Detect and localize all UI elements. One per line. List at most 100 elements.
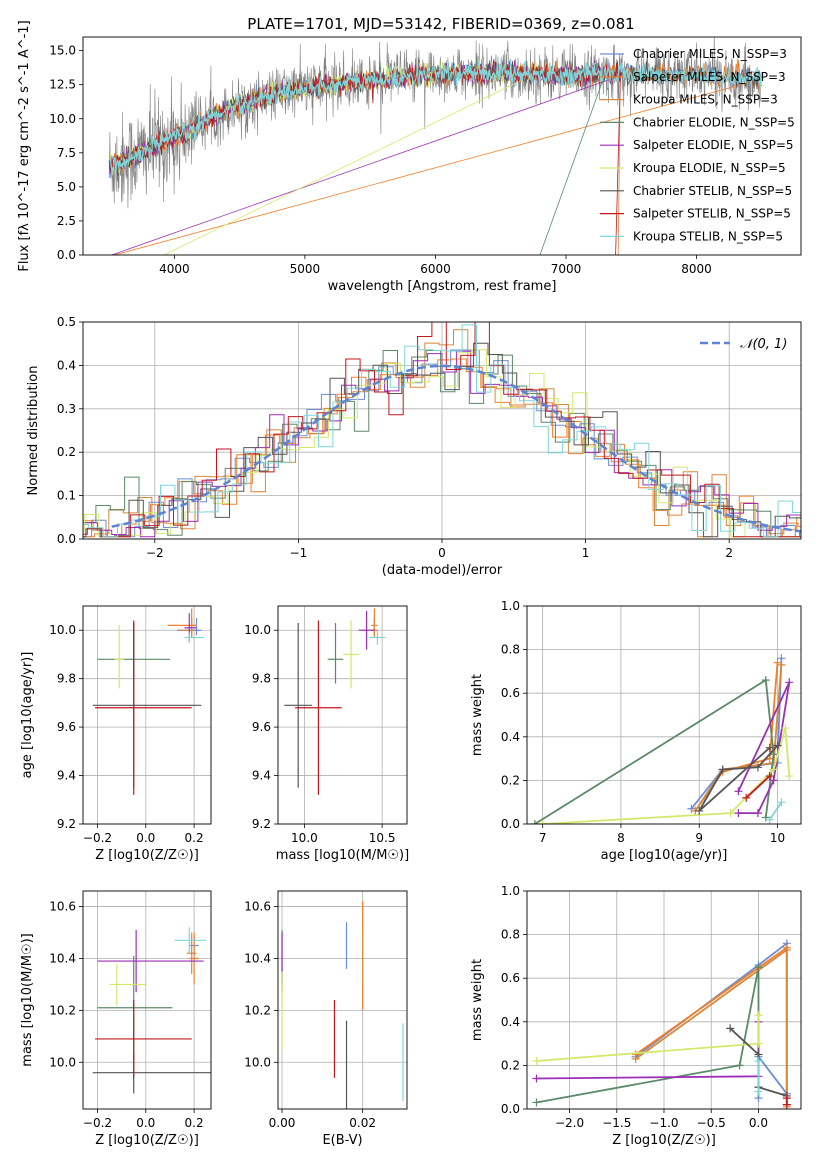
mass-weight-marker [538,820,547,824]
x-tick-label: −1.0 [649,1116,678,1130]
errorbars [284,608,386,795]
y-axis-label: Flux [fλ 10^-17 erg cm^-2 s^-1 A^-1] [17,20,32,271]
x-tick-label: −0.2 [83,1116,112,1130]
y-tick-label: 0.0 [501,817,520,831]
mass-weight-marker [769,776,778,785]
errorbars [281,901,404,1109]
y-tick-label: 9.4 [57,769,76,783]
axes-frame [82,321,802,540]
mass-weight-line [534,678,775,824]
y-tick-label: 0.2 [501,1058,520,1072]
x-tick-label: 0 [438,546,446,560]
residual-histogram [83,349,801,538]
axes-frame [82,605,212,825]
x-tick-label: 0.2 [185,831,204,845]
axes-frame [82,890,212,1110]
x-tick-label: 6000 [420,262,451,276]
mass-weight-marker [530,820,539,824]
legend-label: Kroupa ELODIE, N_SSP=5 [633,161,786,175]
mass-vs-EBV-panel: 0.00 0.02 10.0 10.2 10.4 10.6 E(B-V) [244,890,408,1148]
spectrum-panel: 4000 5000 6000 7000 8000 0.0 2.5 5.0 7.5 10.0 12.5… [17,20,802,294]
y-tick-label: 10.0 [49,1055,76,1069]
legend-label: 𝒩(0, 1) [740,337,787,352]
y-axis-label: mass [log10(M/M☉)] [20,933,35,1066]
errorbars [92,927,211,1094]
y-tick-label: 5.0 [57,180,76,194]
residual-histograms [83,322,801,538]
y-tick-label: 10.2 [49,1003,76,1017]
y-tick-label: 9.6 [57,720,76,734]
x-tick-label: −0.5 [697,1116,726,1130]
mass-weight-marker [777,660,786,669]
y-tick-label: 10.4 [49,951,76,965]
y-tick-label: 0.3 [57,402,76,416]
y-tick-label: 0.1 [57,489,76,503]
y-tick-label: 0.6 [501,971,520,985]
y-tick-label: 10.4 [244,951,271,965]
x-axis-label: wavelength [Angstrom, rest frame] [328,279,557,294]
mass-weight-marker [735,1061,744,1070]
y-tick-label: 9.8 [252,672,271,686]
mass-weight-marker [765,815,774,824]
y-tick-label: 0.2 [57,445,76,459]
x-tick-label: 0.00 [269,1116,296,1130]
y-tick-label: 2.5 [57,214,76,228]
mass-weight-marker [753,763,762,772]
y-tick-label: 10.2 [244,1003,271,1017]
residual-histogram [83,322,801,538]
legend-label: Kroupa STELIB, N_SSP=5 [633,229,783,243]
legend-label: Salpeter MILES, N_SSP=3 [633,70,786,84]
x-axis-label: age [log10(age/yr)] [601,848,728,863]
massweight-vs-age-panel: 7 8 9 10 0.0 0.2 0.4 0.6 0.8 1.0 age [log10(age/yr… [470,599,802,863]
axes-frame [277,605,408,825]
mass-weight-marker [754,1057,763,1066]
legend-label: Salpeter ELODIE, N_SSP=5 [633,138,794,152]
x-tick-label: 0.0 [749,1116,768,1130]
x-tick-label: 0.0 [136,831,155,845]
x-tick-label: 10.5 [369,831,396,845]
mass-weight-line [690,658,783,810]
y-axis-label: mass weight [470,674,485,756]
y-axis-label: mass weight [470,959,485,1041]
y-tick-label: 0.4 [57,358,76,372]
x-tick-label: −1 [290,546,308,560]
y-tick-label: 1.0 [501,884,520,898]
massweight-vs-Z-panel: −2.0 −1.5 −1.0 −0.5 0.0 0.0 0.2 0.4 0.6 0.8 1.0 Z [… [470,884,802,1148]
mass-weight-marker [782,945,791,954]
legend-label: Chabrier MILES, N_SSP=3 [633,47,787,61]
x-axis-label: mass [log10(M/M☉)] [276,848,409,863]
mass-weight-marker [631,1054,640,1063]
x-axis-label: Z [log10(Z/Z☉)] [95,848,199,863]
y-tick-label: 9.4 [252,769,271,783]
residual-histogram [83,342,801,538]
mass-weight-marker [754,1039,763,1048]
spectrum-traces [108,37,762,255]
spectrum-model-line [109,59,762,255]
legend-label: Chabrier STELIB, N_SSP=5 [633,184,792,198]
spectrum-legend: Chabrier MILES, N_SSP=3 Salpeter MILES, N… [600,47,795,243]
x-axis-label: Z [log10(Z/Z☉)] [612,1133,716,1148]
mass-weight-marker [726,1024,735,1033]
mass-weight-marker [754,963,763,972]
x-axis-label: Z [log10(Z/Z☉)] [95,1133,199,1148]
residual-histogram [83,324,801,538]
y-tick-label: 1.0 [501,599,520,613]
x-tick-label: 0.0 [136,1116,155,1130]
mass-weight-marker [753,809,762,818]
mass-weight-line [768,801,783,821]
y-tick-label: 0.8 [501,928,520,942]
mass-weight-series [532,939,791,1109]
legend-label: Chabrier ELODIE, N_SSP=5 [633,115,795,129]
y-tick-label: 0.0 [57,532,76,546]
x-tick-label: −0.2 [83,831,112,845]
y-tick-label: 15.0 [49,44,76,58]
mass-vs-Z-panel: −0.2 0.0 0.2 10.0 10.2 10.4 10.6 Z [log10(Z/Z☉)… [20,890,212,1148]
y-tick-label: 10.0 [49,112,76,126]
y-tick-label: 0.5 [57,315,76,329]
legend-label: Salpeter STELIB, N_SSP=5 [633,207,791,221]
mass-weight-series [530,654,794,824]
errorbars [92,608,204,795]
mass-weight-marker [781,724,790,733]
spectrum-model-line [109,60,621,255]
mass-weight-line [745,775,771,799]
